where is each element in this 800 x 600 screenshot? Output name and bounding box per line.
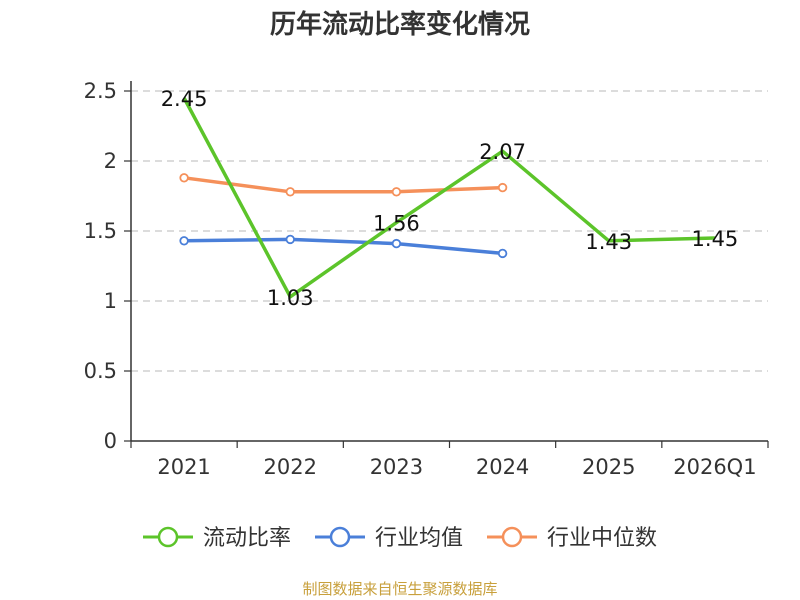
series-point	[179, 173, 189, 183]
series-point	[497, 182, 508, 193]
y-tick-label: 2	[104, 149, 117, 173]
grid-lines	[131, 90, 768, 372]
data-label: 1.43	[585, 230, 632, 254]
data-label: 2.07	[479, 140, 526, 164]
legend-marker-icon	[157, 526, 179, 548]
y-tick-label: 1	[104, 289, 117, 313]
series-point	[179, 236, 189, 246]
legend-item: 流动比率	[143, 526, 291, 551]
series-point	[497, 248, 508, 259]
series-line	[182, 97, 715, 299]
x-tick-label: 2025	[582, 455, 635, 479]
x-tick-label: 2026Q1	[673, 455, 756, 479]
legend-item: 行业中位数	[487, 526, 657, 551]
series-lines	[179, 97, 715, 299]
data-label: 2.45	[161, 87, 208, 111]
series-point	[285, 187, 295, 197]
axes: 0 0.5 1 1.5 2 2.5 2021 2022 2023 2024 2025 2026Q1	[84, 79, 769, 479]
series-line	[183, 176, 503, 194]
series-line	[184, 237, 503, 256]
legend-label: 行业中位数	[547, 526, 657, 551]
series-point	[285, 234, 295, 245]
series-point	[391, 187, 402, 197]
x-tick-label: 2024	[476, 455, 529, 479]
data-labels: 2.45 1.03 1.56 2.07 1.43 1.45	[161, 87, 739, 310]
series-point	[391, 238, 402, 249]
data-label: 1.03	[267, 286, 314, 310]
data-label: 1.45	[692, 227, 739, 251]
data-label: 1.56	[373, 212, 420, 236]
legend: 流动比率 行业均值 行业中位数	[143, 526, 657, 551]
chart-title: 历年流动比率变化情况	[269, 10, 530, 40]
legend-marker-icon	[501, 526, 523, 548]
x-tick-label: 2023	[370, 455, 423, 479]
legend-item: 行业均值	[315, 526, 463, 551]
x-tick-label: 2022	[264, 455, 317, 479]
legend-label: 流动比率	[203, 526, 291, 551]
y-tick-label: 0	[104, 429, 117, 453]
source-note: 制图数据来自恒生聚源数据库	[302, 580, 498, 598]
x-tick-label: 2021	[157, 455, 210, 479]
y-tick-label: 0.5	[84, 359, 117, 383]
legend-marker-icon	[329, 526, 351, 548]
y-tick-label: 1.5	[84, 219, 117, 243]
legend-label: 行业均值	[375, 526, 463, 551]
y-tick-label: 2.5	[84, 79, 117, 103]
